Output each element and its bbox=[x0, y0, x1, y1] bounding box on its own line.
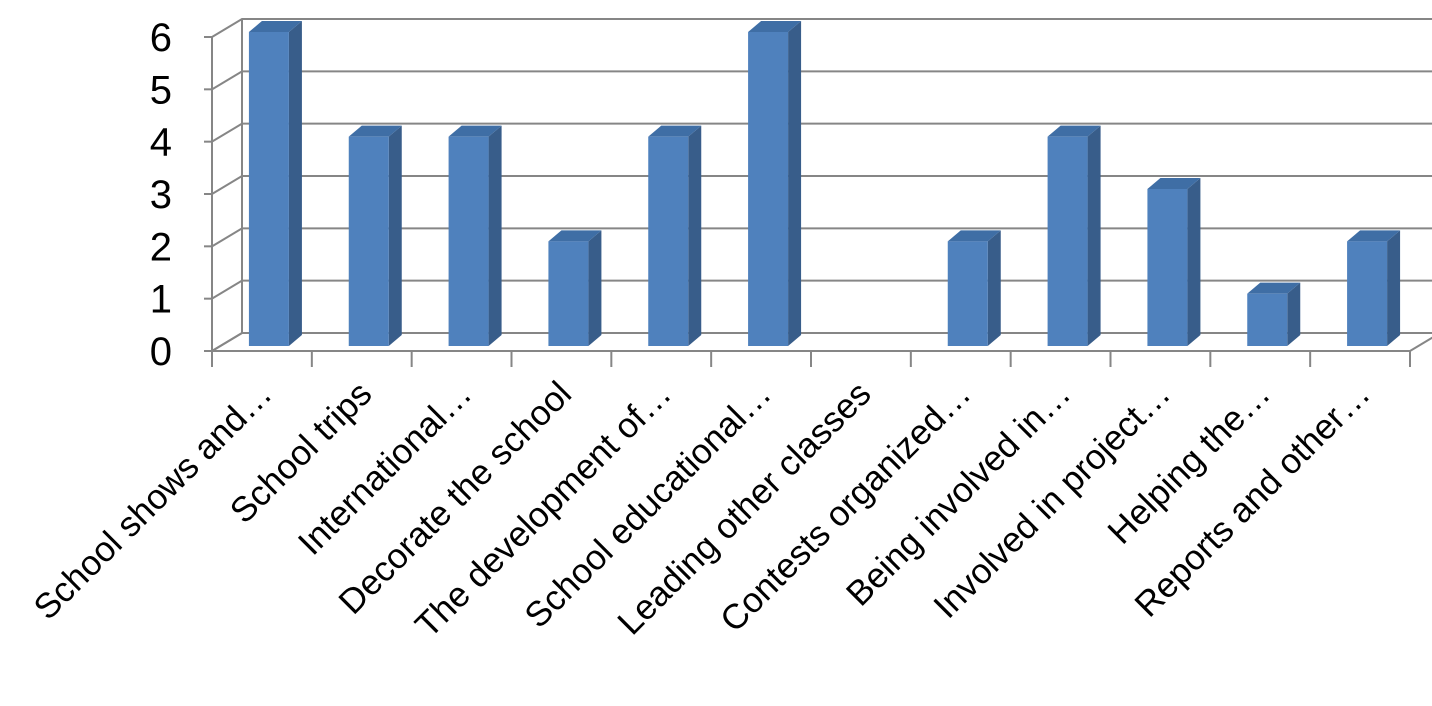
bar bbox=[1147, 178, 1201, 346]
bar-top bbox=[947, 230, 1001, 242]
bar-side bbox=[1387, 230, 1401, 346]
bar bbox=[548, 230, 602, 346]
y-axis-tick-labels: 0 1 2 3 4 5 6 bbox=[150, 16, 172, 374]
bar-front bbox=[248, 32, 289, 346]
bar bbox=[1047, 125, 1101, 347]
y-tick-label: 6 bbox=[150, 16, 172, 60]
bar-top bbox=[348, 125, 402, 137]
bar-top bbox=[648, 125, 702, 137]
bar-side bbox=[588, 230, 602, 346]
bar-side bbox=[288, 21, 302, 346]
y-tick-label: 0 bbox=[150, 330, 172, 374]
gridline bbox=[211, 122, 1432, 143]
gridline bbox=[211, 175, 1432, 195]
bar bbox=[348, 125, 402, 347]
y-tick-label: 5 bbox=[150, 68, 172, 112]
bar-top bbox=[1147, 178, 1201, 189]
bar-side bbox=[1087, 125, 1101, 347]
x-tick-label: International… bbox=[291, 374, 480, 563]
bar-side bbox=[388, 125, 402, 347]
gridlines bbox=[211, 18, 1432, 352]
bar-front bbox=[648, 136, 689, 346]
bar bbox=[248, 21, 302, 346]
bar-front bbox=[1347, 241, 1388, 346]
bar bbox=[648, 125, 702, 347]
bar bbox=[448, 125, 502, 347]
bar-side bbox=[488, 125, 502, 347]
bar-front bbox=[1147, 189, 1188, 346]
bar-front bbox=[1247, 293, 1288, 346]
bar-top bbox=[1047, 125, 1101, 137]
bars bbox=[248, 21, 1401, 347]
bar bbox=[1347, 230, 1401, 346]
bar-top bbox=[248, 21, 302, 32]
bar-side bbox=[987, 230, 1001, 346]
bar-front bbox=[448, 136, 489, 346]
y-tick-label: 1 bbox=[150, 278, 172, 322]
gridline bbox=[211, 279, 1432, 300]
axes bbox=[204, 36, 1411, 367]
bar-front bbox=[348, 136, 389, 346]
bar-side bbox=[1287, 282, 1301, 346]
bar-side bbox=[788, 21, 802, 346]
bar-top bbox=[1347, 230, 1401, 242]
bar bbox=[947, 230, 1001, 346]
bar-front bbox=[548, 241, 589, 346]
bar-side bbox=[1187, 178, 1201, 346]
bar bbox=[1247, 282, 1301, 346]
bar-front bbox=[947, 241, 988, 346]
bar-front bbox=[748, 32, 789, 346]
y-tick-label: 4 bbox=[150, 121, 172, 165]
bar-side bbox=[688, 125, 702, 347]
y-tick-label: 3 bbox=[150, 173, 172, 217]
gridline bbox=[211, 332, 1432, 352]
bar-top bbox=[748, 21, 802, 32]
x-axis-category-labels: School shows and…School tripsInternation… bbox=[26, 374, 1377, 645]
bar-top bbox=[448, 125, 502, 137]
gridline bbox=[211, 18, 1432, 38]
bar bbox=[748, 21, 802, 346]
gridline bbox=[211, 227, 1432, 248]
y-tick-label: 2 bbox=[150, 225, 172, 269]
bar-top bbox=[548, 230, 602, 242]
bar-front bbox=[1047, 136, 1088, 346]
gridline bbox=[211, 70, 1432, 91]
bar-top bbox=[1247, 282, 1301, 294]
